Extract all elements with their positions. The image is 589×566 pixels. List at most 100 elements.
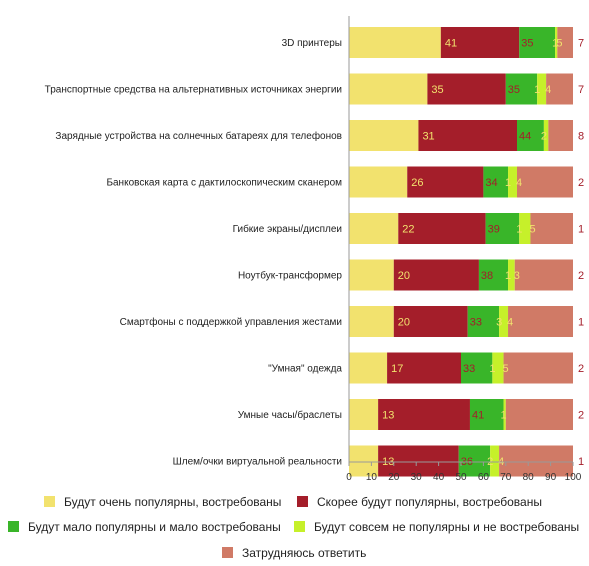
- legend: Будут очень популярны, востребованы Скоре…: [8, 495, 579, 560]
- bar-segment: [378, 445, 459, 477]
- bar-segment: [519, 213, 531, 244]
- category-label: Ноутбук-трансформер: [238, 270, 342, 282]
- legend-label: Затрудняюсь ответить: [242, 546, 366, 560]
- bar-segment: [458, 445, 491, 477]
- bar-segment: [492, 352, 504, 384]
- category-labels: 3D принтеры Транспортные средства на альт…: [45, 38, 343, 468]
- bar-segment: [407, 166, 484, 198]
- data-label: 2: [578, 410, 584, 422]
- bar-segment: [478, 259, 509, 291]
- bar-segment: [505, 73, 538, 105]
- legend-swatch: [44, 496, 55, 507]
- bars-group: 41 35 15 735 35 1 4 731 44 2 826 34 1 4 222 39 1 5 120 38 1 3…: [349, 27, 584, 477]
- data-label: 1: [534, 84, 540, 96]
- data-label: 35: [521, 38, 533, 50]
- data-label: 20: [398, 317, 410, 329]
- bar-segment: [548, 120, 573, 151]
- x-tick-label: 80: [523, 472, 535, 483]
- bar-segment: [508, 306, 573, 337]
- bar-segment: [557, 27, 573, 58]
- data-label: 4: [507, 317, 513, 329]
- bar-segment: [349, 213, 399, 244]
- data-label: 1: [501, 410, 507, 422]
- data-label: 35: [431, 84, 443, 96]
- data-label: 41: [472, 410, 484, 422]
- data-label: 26: [411, 177, 423, 189]
- x-tick-label: 100: [565, 472, 582, 483]
- bar-segment: [505, 399, 573, 430]
- data-label: 1: [516, 224, 522, 236]
- bar-segment: [349, 399, 379, 430]
- bar-segment: [349, 166, 408, 198]
- bar-segment: [530, 213, 573, 244]
- data-label: 41: [445, 38, 457, 50]
- data-label: 7: [578, 38, 584, 50]
- data-label: 8: [578, 131, 584, 143]
- data-label: 2: [578, 177, 584, 189]
- bar-segment: [393, 306, 468, 337]
- data-label: 4: [545, 84, 551, 96]
- data-label: 5: [529, 224, 535, 236]
- bar-segment: [349, 259, 394, 291]
- bar-segment: [514, 259, 573, 291]
- bar-segment: [485, 213, 520, 244]
- x-tick-label: 40: [433, 472, 445, 483]
- bar-segment: [499, 306, 509, 337]
- legend-swatch: [294, 521, 305, 532]
- x-tick-label: 70: [500, 472, 512, 483]
- data-label: 2: [578, 270, 584, 282]
- data-label: 17: [391, 363, 403, 375]
- bar-segment: [519, 27, 556, 58]
- bar-segment: [503, 352, 573, 384]
- bar-segment: [555, 27, 558, 58]
- x-axis: 0 10 20 30 40 50 60 70 80 90 100: [346, 16, 582, 483]
- bar-segment: [440, 27, 520, 58]
- bar-segment: [349, 445, 379, 477]
- category-label: "Умная" одежда: [268, 364, 342, 375]
- category-label: Гибкие экраны/дисплеи: [233, 223, 342, 235]
- data-label: 33: [463, 363, 475, 375]
- data-label: 22: [402, 224, 414, 236]
- category-label: Умные часы/браслеты: [238, 409, 342, 421]
- data-label: 1: [552, 38, 558, 50]
- x-tick-label: 60: [478, 472, 490, 483]
- legend-swatch: [297, 496, 308, 507]
- data-label: 39: [488, 224, 500, 236]
- bar-segment: [418, 120, 517, 151]
- data-label: 3: [514, 270, 520, 282]
- legend-label: Скорее будут популярны, востребованы: [317, 495, 542, 509]
- bar-segment: [508, 259, 515, 291]
- bar-segment: [508, 166, 517, 198]
- data-label: 1: [578, 224, 584, 236]
- bar-segment: [349, 120, 419, 151]
- bar-segment: [398, 213, 486, 244]
- x-tick-label: 10: [366, 472, 378, 483]
- bar-segment: [378, 399, 470, 430]
- data-label: 2: [578, 363, 584, 375]
- x-tick-label: 30: [411, 472, 423, 483]
- data-label: 20: [398, 270, 410, 282]
- data-label: 44: [519, 131, 531, 143]
- data-label: 3: [496, 317, 502, 329]
- bar-segment: [467, 306, 500, 337]
- data-label: 35: [508, 84, 520, 96]
- x-tick-label: 20: [388, 472, 400, 483]
- bar-segment: [543, 120, 549, 151]
- bar-segment: [546, 73, 573, 105]
- data-label: 33: [470, 317, 482, 329]
- x-tick-label: 90: [545, 472, 557, 483]
- category-label: Транспортные средства на альтернативных …: [45, 85, 342, 96]
- legend-label: Будут совсем не популярны и не востребов…: [314, 520, 579, 534]
- data-label: 34: [485, 177, 497, 189]
- bar-segment: [349, 73, 428, 105]
- category-label: Банковская карта с дактилоскопическим ск…: [106, 178, 342, 189]
- bar-segment: [503, 399, 506, 430]
- bar-segment: [499, 445, 573, 477]
- data-label: 13: [382, 410, 394, 422]
- data-label: 1: [505, 270, 511, 282]
- data-label: 38: [481, 270, 493, 282]
- x-tick-label: 50: [455, 472, 467, 483]
- bar-segment: [469, 399, 504, 430]
- data-label: 7: [578, 84, 584, 96]
